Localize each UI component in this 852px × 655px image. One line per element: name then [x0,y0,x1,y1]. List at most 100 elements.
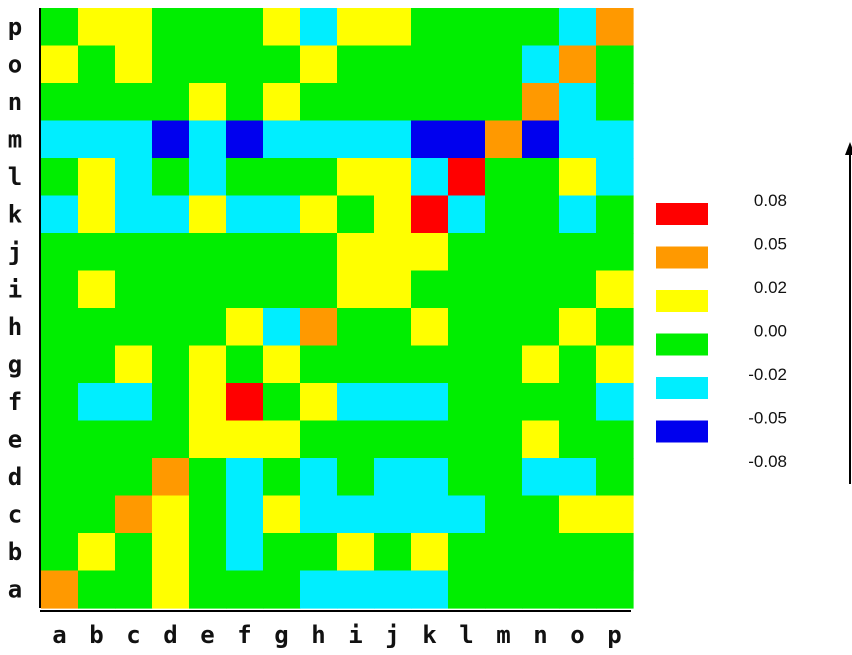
heatmap-cell-j-p [596,233,634,272]
heatmap-cell-f-a [41,383,79,422]
heatmap-cell-a-p [596,570,634,609]
heatmap-cell-d-k [411,458,449,497]
heatmap-cell-b-h [300,533,338,572]
heatmap-cell-n-i [337,83,375,122]
heatmap-cell-m-h [300,120,338,159]
heatmap-cell-f-m [485,383,523,422]
heatmap-cell-a-b [78,570,116,609]
heatmap-cell-l-d [152,158,190,197]
heatmap-cell-p-a [41,8,79,47]
x-tick-label: g [274,621,288,649]
heatmap-cell-e-n [522,420,560,459]
heatmap-cell-f-l [448,383,486,422]
scale-arrow [845,142,852,484]
heatmap-cell-c-e [189,495,227,534]
heatmap-cell-a-k [411,570,449,609]
heatmap-cell-e-c [115,420,153,459]
heatmap-cell-j-m [485,233,523,272]
heatmap-cell-o-e [189,45,227,84]
heatmap-cell-c-f [226,495,264,534]
heatmap-cell-m-i [337,120,375,159]
heatmap-cell-m-e [189,120,227,159]
heatmap-cell-c-g [263,495,301,534]
heatmap-cell-e-f [226,420,264,459]
heatmap-cell-f-n [522,383,560,422]
heatmap-cell-b-j [374,533,412,572]
heatmap-cell-k-a [41,195,79,234]
heatmap-cell-j-b [78,233,116,272]
legend-swatch [656,246,708,269]
heatmap-cell-p-b [78,8,116,47]
heatmap-cell-b-a [41,533,79,572]
y-tick-label: d [8,463,22,491]
heatmap-cell-e-l [448,420,486,459]
heatmap-cell-e-h [300,420,338,459]
heatmap-cell-d-i [337,458,375,497]
heatmap-cell-o-d [152,45,190,84]
heatmap-cell-l-b [78,158,116,197]
heatmap-cell-i-c [115,270,153,309]
heatmap-cell-j-d [152,233,190,272]
heatmap-cell-l-o [559,158,597,197]
heatmap-cell-f-g [263,383,301,422]
heatmap-cell-g-a [41,345,79,384]
x-tick-label: f [237,621,251,649]
heatmap-cell-n-n [522,83,560,122]
heatmap-cell-a-j [374,570,412,609]
heatmap-cell-a-e [189,570,227,609]
heatmap-cell-j-e [189,233,227,272]
heatmap-cell-n-l [448,83,486,122]
heatmap-cell-m-c [115,120,153,159]
heatmap-cell-p-l [448,8,486,47]
heatmap-cell-o-p [596,45,634,84]
legend-swatch [656,377,708,399]
heatmap-cell-c-d [152,495,190,534]
heatmap-cell-p-e [189,8,227,47]
y-tick-label: n [8,88,22,116]
x-tick-label: a [52,621,66,649]
heatmap-cell-p-g [263,8,301,47]
heatmap-cell-j-a [41,233,79,272]
heatmap-cell-l-g [263,158,301,197]
heatmap-cell-f-c [115,383,153,422]
heatmap-cell-h-n [522,308,560,347]
heatmap-cell-k-o [559,195,597,234]
x-tick-label: h [311,621,325,649]
heatmap-cell-l-i [337,158,375,197]
heatmap-cell-d-h [300,458,338,497]
heatmap-cell-o-b [78,45,116,84]
heatmap-cell-n-o [559,83,597,122]
x-tick-label: o [570,621,584,649]
heatmap-cell-n-b [78,83,116,122]
heatmap-cell-p-d [152,8,190,47]
heatmap-cell-f-o [559,383,597,422]
heatmap-cell-m-d [152,120,190,159]
heatmap-cell-l-a [41,158,79,197]
heatmap-cell-d-j [374,458,412,497]
heatmap-cell-j-f [226,233,264,272]
x-tick-label: d [163,621,177,649]
heatmap-cell-m-m [485,120,523,159]
heatmap-cell-j-o [559,233,597,272]
heatmap-cell-m-l [448,120,486,159]
x-tick-label: i [348,621,362,649]
heatmap-cell-g-o [559,345,597,384]
legend-swatch [656,290,708,312]
heatmap-cell-i-l [448,270,486,309]
heatmap-cell-i-e [189,270,227,309]
heatmap-cell-p-m [485,8,523,47]
heatmap-cell-f-b [78,383,116,422]
heatmap-cell-p-h [300,8,338,47]
heatmap-cell-a-a [41,570,79,609]
heatmap-cell-i-j [374,270,412,309]
y-tick-label: i [8,275,22,303]
heatmap-cell-h-e [189,308,227,347]
heatmap-cell-h-m [485,308,523,347]
y-tick-label: e [8,425,22,453]
heatmap-cell-b-b [78,533,116,572]
legend-swatch [656,420,708,443]
heatmap-cell-d-p [596,458,634,497]
heatmap-cell-j-j [374,233,412,272]
heatmap-cell-h-g [263,308,301,347]
